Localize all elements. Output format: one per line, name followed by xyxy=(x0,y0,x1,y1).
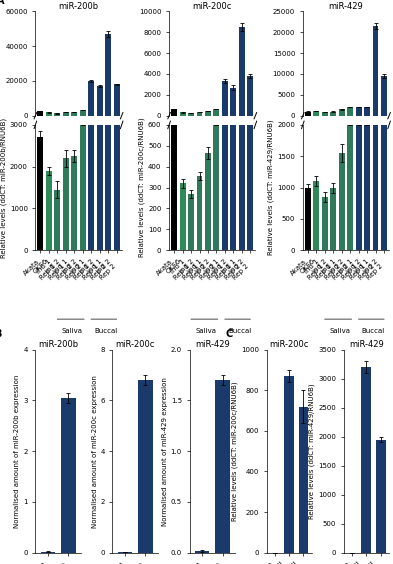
Bar xyxy=(180,183,185,250)
Y-axis label: Normalised amount of miR-200b expression: Normalised amount of miR-200b expression xyxy=(15,374,20,528)
Bar xyxy=(381,0,387,250)
Bar xyxy=(330,112,336,116)
Text: Buccal: Buccal xyxy=(362,328,385,334)
Title: miR-200c: miR-200c xyxy=(193,2,232,11)
Bar xyxy=(63,158,69,250)
Text: B: B xyxy=(0,329,2,340)
Bar xyxy=(239,0,245,250)
Text: Saliva: Saliva xyxy=(329,328,350,334)
Bar xyxy=(88,81,94,116)
Bar xyxy=(230,0,236,250)
Bar xyxy=(381,76,387,116)
Title: miR-200b: miR-200b xyxy=(38,340,78,349)
Bar xyxy=(376,439,386,553)
Bar xyxy=(230,87,236,116)
Bar xyxy=(222,0,228,250)
Title: miR-429: miR-429 xyxy=(329,2,363,11)
Bar xyxy=(322,112,328,116)
Bar xyxy=(362,367,371,553)
Bar xyxy=(71,156,77,250)
Bar xyxy=(114,0,119,250)
Bar xyxy=(80,125,86,250)
Bar xyxy=(313,181,319,250)
Text: Buccal: Buccal xyxy=(94,328,118,334)
Bar xyxy=(213,109,219,116)
Bar xyxy=(171,125,177,250)
Bar xyxy=(339,109,345,116)
Text: C: C xyxy=(226,329,233,340)
Title: miR-429: miR-429 xyxy=(195,340,230,349)
Bar xyxy=(373,26,378,116)
Title: miR-429: miR-429 xyxy=(349,340,384,349)
Bar xyxy=(54,190,60,250)
Bar xyxy=(247,76,253,116)
Bar xyxy=(364,125,370,250)
Bar xyxy=(299,407,309,553)
Bar xyxy=(347,125,353,250)
Bar xyxy=(356,107,362,116)
Bar xyxy=(239,27,245,116)
Bar xyxy=(305,188,311,250)
Bar xyxy=(285,376,294,553)
Bar xyxy=(105,0,111,250)
Bar xyxy=(339,153,345,250)
Bar xyxy=(138,380,152,553)
Bar xyxy=(305,112,311,116)
Bar xyxy=(171,109,177,116)
Title: miR-200c: miR-200c xyxy=(270,340,309,349)
Bar xyxy=(322,197,328,250)
Bar xyxy=(196,112,202,116)
Y-axis label: Relative levels (ddCT: miR-200c/RNU6B): Relative levels (ddCT: miR-200c/RNU6B) xyxy=(232,381,238,521)
Bar xyxy=(88,0,94,250)
Text: Saliva: Saliva xyxy=(195,328,217,334)
Text: Buccal: Buccal xyxy=(228,328,252,334)
Bar xyxy=(54,113,60,116)
Y-axis label: Normalised amount of miR-429 expression: Normalised amount of miR-429 expression xyxy=(162,377,168,526)
Bar xyxy=(364,107,370,116)
Bar xyxy=(114,85,119,116)
Bar xyxy=(347,107,353,116)
Bar xyxy=(188,194,194,250)
Bar xyxy=(61,398,75,553)
Bar xyxy=(97,86,103,116)
Bar xyxy=(356,125,362,250)
Bar xyxy=(205,153,211,250)
Bar xyxy=(205,111,211,116)
Bar xyxy=(196,176,202,250)
Bar xyxy=(46,112,52,116)
Bar xyxy=(215,380,230,553)
Y-axis label: Relative levels (ddCT: miR-200c/RNU6B): Relative levels (ddCT: miR-200c/RNU6B) xyxy=(139,118,145,257)
Bar xyxy=(330,188,336,250)
Bar xyxy=(313,111,319,116)
Bar xyxy=(40,552,55,553)
Bar xyxy=(222,81,228,116)
Bar xyxy=(247,0,253,250)
Title: miR-200c: miR-200c xyxy=(116,340,155,349)
Bar xyxy=(188,113,194,116)
Bar xyxy=(37,111,43,116)
Y-axis label: Normalised amount of miR-200c expression: Normalised amount of miR-200c expression xyxy=(92,374,97,527)
Y-axis label: Relative levels (ddCT: miR-429/RNU6B): Relative levels (ddCT: miR-429/RNU6B) xyxy=(268,120,274,255)
Bar xyxy=(105,34,111,116)
Title: miR-200b: miR-200b xyxy=(59,2,99,11)
Bar xyxy=(180,112,185,116)
Bar xyxy=(97,0,103,250)
Bar xyxy=(195,550,209,553)
Bar xyxy=(373,0,378,250)
Bar xyxy=(213,125,219,250)
Y-axis label: Relative levels (ddCT: miR-200b/RNU6B): Relative levels (ddCT: miR-200b/RNU6B) xyxy=(0,117,7,258)
Bar xyxy=(80,111,86,116)
Y-axis label: Relative levels (ddCT: miR-429/RNU6B): Relative levels (ddCT: miR-429/RNU6B) xyxy=(309,384,315,519)
Bar xyxy=(37,138,43,250)
Bar xyxy=(63,112,69,116)
Bar xyxy=(71,112,77,116)
Text: Saliva: Saliva xyxy=(62,328,83,334)
Bar xyxy=(46,171,52,250)
Text: A: A xyxy=(0,0,4,6)
